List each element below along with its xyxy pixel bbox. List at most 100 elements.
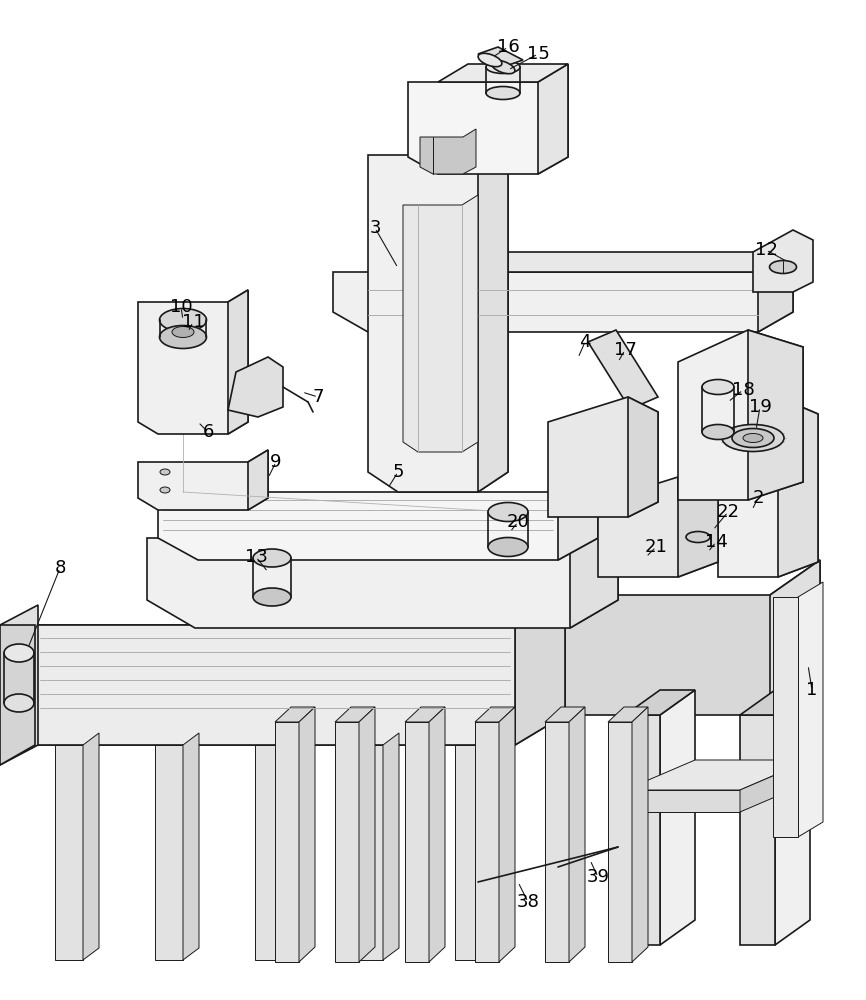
Ellipse shape <box>159 326 206 349</box>
Text: 39: 39 <box>586 868 610 886</box>
Polygon shape <box>275 722 299 962</box>
Text: 9: 9 <box>270 453 281 471</box>
Polygon shape <box>775 690 810 945</box>
Polygon shape <box>625 760 810 790</box>
Ellipse shape <box>722 424 784 452</box>
Ellipse shape <box>478 53 502 67</box>
Ellipse shape <box>686 532 710 542</box>
Polygon shape <box>438 64 568 82</box>
Polygon shape <box>355 745 383 960</box>
Ellipse shape <box>488 502 528 522</box>
Polygon shape <box>538 64 568 174</box>
Polygon shape <box>478 47 523 67</box>
Polygon shape <box>35 625 515 745</box>
Polygon shape <box>0 625 35 765</box>
Polygon shape <box>499 707 515 962</box>
Polygon shape <box>660 690 695 945</box>
Polygon shape <box>608 707 648 722</box>
Polygon shape <box>138 450 268 510</box>
Polygon shape <box>228 290 248 434</box>
Polygon shape <box>255 745 283 960</box>
Polygon shape <box>758 252 793 332</box>
Text: 2: 2 <box>753 489 764 507</box>
Text: 11: 11 <box>182 313 204 331</box>
Polygon shape <box>420 129 476 174</box>
Polygon shape <box>483 733 499 960</box>
Text: 19: 19 <box>748 398 772 416</box>
Polygon shape <box>158 470 598 560</box>
Polygon shape <box>632 707 648 962</box>
Text: 3: 3 <box>369 219 381 237</box>
Polygon shape <box>155 745 183 960</box>
Text: 8: 8 <box>55 559 66 577</box>
Text: 17: 17 <box>614 341 637 359</box>
Ellipse shape <box>702 379 734 394</box>
Ellipse shape <box>491 60 515 74</box>
Polygon shape <box>598 477 718 577</box>
Polygon shape <box>770 560 820 715</box>
Polygon shape <box>778 397 818 577</box>
Polygon shape <box>335 707 375 722</box>
Ellipse shape <box>702 424 734 440</box>
Text: 16: 16 <box>496 38 520 56</box>
Polygon shape <box>405 722 429 962</box>
Polygon shape <box>773 597 798 837</box>
Polygon shape <box>515 560 820 715</box>
Polygon shape <box>183 733 199 960</box>
Polygon shape <box>558 470 598 560</box>
Ellipse shape <box>253 549 291 567</box>
Polygon shape <box>625 790 740 812</box>
Polygon shape <box>405 707 445 722</box>
Ellipse shape <box>488 538 528 556</box>
Text: 7: 7 <box>313 388 324 406</box>
Ellipse shape <box>172 326 194 338</box>
Text: 6: 6 <box>203 423 214 441</box>
Polygon shape <box>248 450 268 510</box>
Polygon shape <box>83 733 99 960</box>
Ellipse shape <box>253 588 291 606</box>
Polygon shape <box>383 733 399 960</box>
Polygon shape <box>625 715 660 945</box>
Ellipse shape <box>732 428 774 448</box>
Polygon shape <box>475 722 499 962</box>
Polygon shape <box>147 510 618 628</box>
Text: 14: 14 <box>705 533 727 551</box>
Polygon shape <box>138 290 248 434</box>
Polygon shape <box>35 595 565 745</box>
Text: 1: 1 <box>806 681 818 699</box>
Polygon shape <box>478 135 508 492</box>
Polygon shape <box>475 707 515 722</box>
Polygon shape <box>515 595 565 745</box>
Polygon shape <box>429 707 445 962</box>
Polygon shape <box>299 707 315 962</box>
Polygon shape <box>740 715 775 945</box>
Polygon shape <box>678 330 803 500</box>
Polygon shape <box>740 760 810 812</box>
Ellipse shape <box>486 87 520 100</box>
Polygon shape <box>408 64 568 174</box>
Text: 13: 13 <box>244 548 268 566</box>
Polygon shape <box>0 605 38 765</box>
Polygon shape <box>228 357 283 417</box>
Polygon shape <box>718 397 818 577</box>
Polygon shape <box>368 135 508 492</box>
Polygon shape <box>798 582 823 837</box>
Polygon shape <box>753 230 813 292</box>
Text: 5: 5 <box>392 463 404 481</box>
Text: 18: 18 <box>732 381 754 399</box>
Text: 4: 4 <box>579 333 591 351</box>
Text: 21: 21 <box>644 538 668 556</box>
Polygon shape <box>570 510 618 628</box>
Ellipse shape <box>743 434 763 442</box>
Polygon shape <box>55 745 83 960</box>
Polygon shape <box>545 722 569 962</box>
Text: 22: 22 <box>716 503 740 521</box>
Text: 38: 38 <box>516 893 540 911</box>
Ellipse shape <box>160 469 170 475</box>
Polygon shape <box>748 330 803 500</box>
Polygon shape <box>608 722 632 962</box>
Polygon shape <box>333 252 793 332</box>
Polygon shape <box>403 195 478 452</box>
Ellipse shape <box>770 260 797 273</box>
Polygon shape <box>275 707 315 722</box>
